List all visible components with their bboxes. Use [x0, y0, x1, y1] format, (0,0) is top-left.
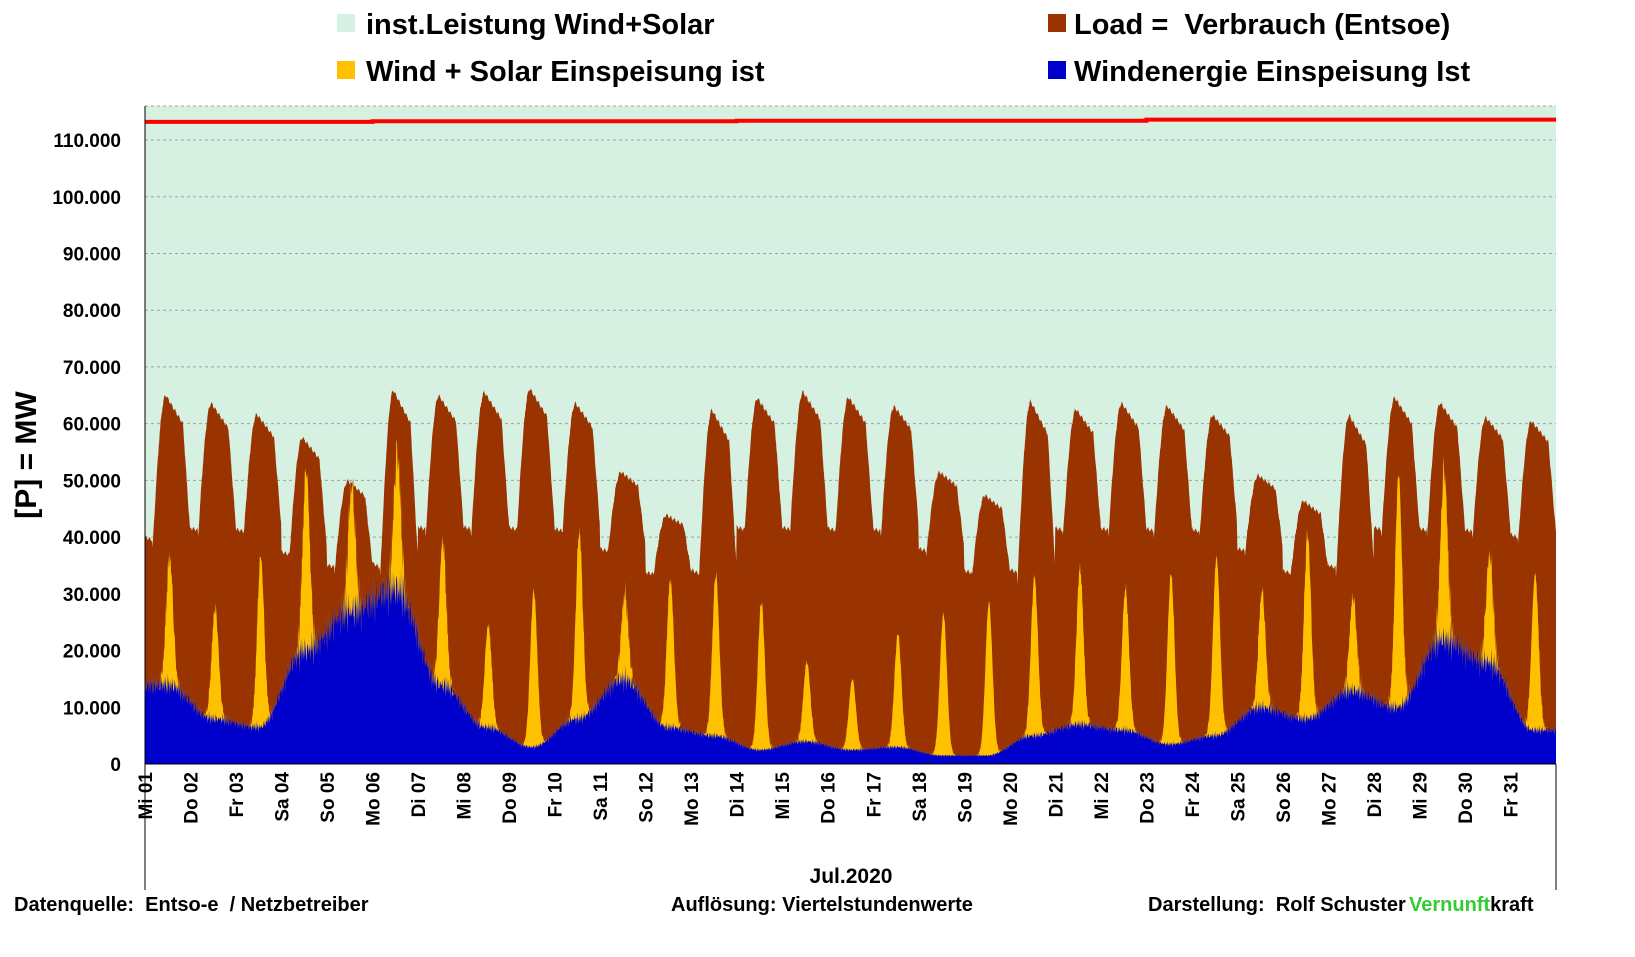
x-tick-label: Fr 10 [546, 772, 567, 817]
x-tick-label: Fr 17 [864, 772, 885, 817]
x-tick-label: So 12 [637, 772, 658, 823]
x-tick-label: Do 02 [182, 772, 203, 824]
x-tick-label: So 26 [1274, 772, 1295, 823]
y-tick-label: 70.000 [63, 358, 121, 379]
x-tick-label: Di 14 [728, 772, 749, 818]
legend-swatch-wind-solar [337, 61, 355, 79]
y-tick-label: 80.000 [63, 301, 121, 322]
x-tick-label: Do 30 [1456, 772, 1477, 824]
x-tick-label: Do 16 [819, 772, 840, 824]
x-tick-label: Di 28 [1365, 772, 1386, 817]
x-tick-label: Do 23 [1137, 772, 1158, 824]
footer-brand: Vernunftkraft [1409, 894, 1534, 916]
legend-swatch-load [1048, 14, 1066, 32]
x-tick-label: Mi 29 [1411, 772, 1432, 820]
footer: Datenquelle: Entso-e / Netzbetreiber Auf… [14, 894, 1534, 916]
brand-name-black: kraft [1490, 894, 1534, 916]
footer-resolution: Auflösung: Viertelstundenwerte [671, 894, 973, 916]
y-tick-label: 30.000 [63, 585, 121, 606]
legend-swatch-wind [1048, 61, 1066, 79]
x-tick-label: So 05 [318, 772, 339, 823]
y-tick-label: 40.000 [63, 528, 121, 549]
x-tick-label: Mi 08 [455, 772, 476, 820]
x-tick-label: Mo 13 [682, 772, 703, 826]
x-tick-label: Sa 18 [910, 772, 931, 822]
legend-label-installed: inst.Leistung Wind+Solar [366, 9, 715, 41]
x-tick-label: So 19 [955, 772, 976, 823]
y-tick-label: 110.000 [53, 131, 121, 152]
x-tick-label: Di 07 [409, 772, 430, 817]
legend: inst.Leistung Wind+Solar Load = Verbrauc… [337, 9, 1470, 88]
y-tick-label: 50.000 [63, 471, 121, 492]
brand-name-green: Vernunft [1409, 894, 1490, 916]
x-tick-label: Mi 15 [773, 772, 794, 820]
x-tick-label: Mi 01 [136, 772, 157, 820]
y-axis-ticks: 0 10.000 20.000 30.000 40.000 50.000 60.000 70.… [52, 131, 121, 776]
y-tick-label: 100.000 [52, 188, 121, 209]
x-tick-label: Fr 24 [1183, 772, 1204, 818]
x-tick-label: Mi 22 [1092, 772, 1113, 820]
legend-label-wind-solar: Wind + Solar Einspeisung ist [366, 56, 765, 88]
x-tick-label: Do 09 [500, 772, 521, 824]
y-tick-label: 10.000 [63, 698, 121, 719]
plot-area [144, 105, 1557, 890]
legend-swatch-installed [337, 14, 355, 32]
x-tick-label: Mo 27 [1319, 772, 1340, 826]
y-tick-label: 60.000 [63, 415, 121, 436]
x-tick-label: Sa 04 [273, 772, 294, 822]
y-tick-label: 0 [110, 755, 121, 776]
x-axis-title: Jul.2020 [810, 865, 893, 888]
wind-area [145, 564, 1556, 764]
load-area [145, 388, 1556, 764]
x-tick-label: Mo 20 [1001, 772, 1022, 826]
footer-author: Darstellung: Rolf Schuster [1148, 894, 1406, 916]
x-tick-label: Fr 31 [1502, 772, 1523, 818]
x-tick-label: Sa 25 [1228, 772, 1249, 822]
x-tick-label: Sa 11 [591, 772, 612, 821]
y-tick-label: 90.000 [63, 244, 121, 265]
x-tick-label: Fr 03 [227, 772, 248, 817]
x-tick-label: Di 21 [1046, 772, 1067, 818]
installed-capacity-line [145, 117, 1556, 124]
y-tick-label: 20.000 [63, 642, 121, 663]
legend-label-wind: Windenergie Einspeisung Ist [1074, 56, 1470, 88]
footer-source: Datenquelle: Entso-e / Netzbetreiber [14, 894, 369, 916]
y-axis-title: [P] = MW [10, 391, 43, 519]
legend-label-load: Load = Verbrauch (Entsoe) [1074, 9, 1450, 41]
x-axis-ticks: Mi 01 Do 02 Fr 03 Sa 04 So 05 Mo 06 Di 07 Mi 08… [136, 772, 1523, 826]
x-tick-label: Mo 06 [364, 772, 385, 826]
